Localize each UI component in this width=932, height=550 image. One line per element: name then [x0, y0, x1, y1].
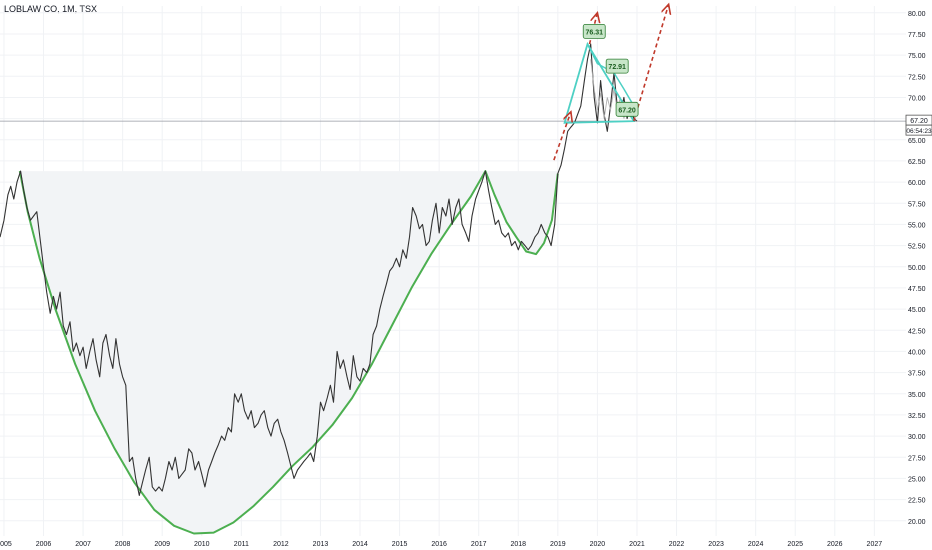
callout-label: 76.31 [585, 29, 603, 36]
y-tick-label: 55.00 [908, 222, 926, 229]
y-tick-label: 75.00 [908, 53, 926, 60]
price-callout: 76.31 [582, 23, 606, 39]
y-tick-label: 65.00 [908, 138, 926, 145]
callout-box [582, 23, 606, 39]
x-tick-label: 2025 [787, 541, 803, 548]
y-tick-label: 22.50 [908, 498, 926, 505]
y-tick-label: 50.00 [908, 265, 926, 272]
price-series-line [0, 43, 638, 496]
countdown-box [905, 124, 932, 136]
callout-label: 72.91 [608, 64, 626, 71]
price-callout: 72.91 [605, 58, 629, 74]
y-tick-label: 52.50 [908, 244, 926, 251]
chart-title: LOBLAW CO, 1M, TSX [4, 4, 98, 14]
y-tick-label: 57.50 [908, 201, 926, 208]
x-tick-label: 2007 [75, 541, 91, 548]
y-tick-label: 30.00 [908, 434, 926, 441]
y-tick-label: 45.00 [908, 307, 926, 314]
x-tick-label: 2019 [550, 541, 566, 548]
x-tick-label: 2015 [392, 541, 408, 548]
y-tick-label: 20.00 [908, 519, 926, 526]
x-tick-label: 2024 [748, 541, 764, 548]
x-tick-label: 2011 [234, 541, 249, 548]
x-tick-label: 2023 [708, 541, 724, 548]
callout-box [615, 101, 639, 117]
x-tick-label: 2012 [273, 541, 289, 548]
price-tag-label: 67.20 [910, 118, 928, 125]
y-tick-label: 27.50 [908, 455, 926, 462]
callout-label: 67.20 [618, 107, 636, 114]
x-tick-label: 2014 [352, 541, 368, 548]
price-callout: 67.20 [615, 101, 639, 117]
y-tick-label: 62.50 [908, 159, 926, 166]
countdown-label: 06:54:23 [906, 128, 932, 135]
y-tick-label: 35.00 [908, 392, 926, 399]
y-tick-label: 70.00 [908, 95, 926, 102]
y-tick-label: 80.00 [908, 11, 926, 18]
x-tick-label: 2027 [867, 541, 883, 548]
x-tick-label: 2006 [36, 541, 52, 548]
y-tick-label: 32.50 [908, 413, 926, 420]
x-tick-label: 2020 [590, 541, 606, 548]
y-tick-label: 47.50 [908, 286, 926, 293]
y-tick-label: 25.00 [908, 476, 926, 483]
x-tick-label: 2021 [629, 541, 645, 548]
triangle-pattern [563, 41, 636, 124]
projection-arrow [553, 112, 571, 161]
y-tick-label: 60.00 [908, 180, 926, 187]
x-tick-label: 2005 [0, 541, 12, 548]
x-tick-label: 2016 [431, 541, 447, 548]
y-tick-label: 40.00 [908, 349, 926, 356]
x-tick-label: 2018 [510, 541, 526, 548]
cup-fill-area [19, 171, 558, 534]
x-tick-label: 2022 [669, 541, 685, 548]
x-tick-label: 2009 [154, 541, 170, 548]
y-tick-label: 77.50 [908, 32, 926, 39]
cup-curve [18, 170, 559, 535]
x-tick-label: 2017 [471, 541, 487, 548]
y-tick-label: 72.50 [908, 74, 926, 81]
callout-box [605, 58, 629, 74]
x-tick-label: 2010 [194, 541, 210, 548]
y-tick-label: 42.50 [908, 328, 926, 335]
x-tick-label: 2026 [827, 541, 843, 548]
x-tick-label: 2013 [313, 541, 329, 548]
y-tick-label: 37.50 [908, 371, 926, 378]
x-tick-label: 2008 [115, 541, 131, 548]
projection-arrow [633, 4, 669, 122]
